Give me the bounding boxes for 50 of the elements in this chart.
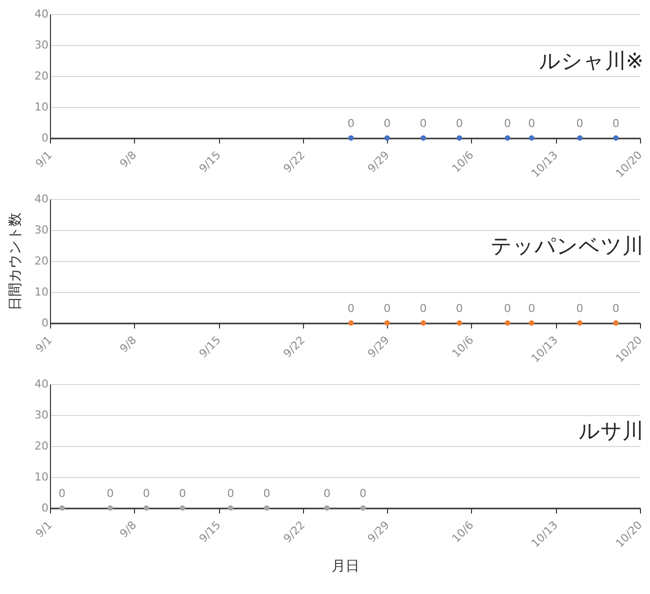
y-tick-label: 40 — [34, 378, 48, 390]
y-tick-label: 0 — [42, 132, 48, 144]
data-label: 0 — [263, 487, 270, 500]
x-tick-label: 9/8 — [117, 334, 140, 356]
y-tick-label: 20 — [34, 440, 48, 452]
data-label: 0 — [456, 302, 463, 315]
data-label: 0 — [106, 487, 114, 500]
data-label: 0 — [227, 487, 234, 500]
y-tick-label: 10 — [34, 100, 48, 114]
y-tick-label: 0 — [42, 316, 48, 330]
x-axis-title: 月日 — [332, 558, 360, 574]
data-label: 0 — [612, 117, 620, 130]
data-label: 0 — [142, 487, 150, 500]
data-label: 0 — [528, 302, 536, 315]
data-label: 0 — [504, 117, 512, 130]
data-label: 0 — [576, 302, 584, 315]
y-tick-label: 0 — [42, 502, 48, 514]
data-label: 0 — [504, 302, 512, 315]
y-tick-label: 40 — [34, 8, 48, 20]
data-label: 0 — [612, 302, 620, 315]
y-tick-label: 10 — [34, 286, 48, 298]
y-tick-label: 30 — [34, 408, 48, 422]
data-label: 0 — [456, 117, 463, 130]
data-label: 0 — [58, 487, 66, 500]
x-tick-label: 9/8 — [117, 148, 140, 170]
text: ルサ川 — [578, 419, 644, 443]
y-tick-label: 20 — [34, 70, 48, 82]
data-label: 0 — [420, 117, 427, 130]
data-label: 0 — [178, 487, 186, 500]
data-label: 0 — [348, 302, 355, 315]
text: テッパンベツ川 — [490, 234, 644, 258]
data-label: 0 — [323, 487, 330, 500]
data-label: 0 — [384, 302, 391, 315]
text: ルシャ川※ — [538, 49, 644, 73]
y-tick-label: 40 — [34, 192, 48, 206]
y-tick-label: 30 — [34, 224, 48, 236]
x-tick-label: 9/8 — [117, 518, 140, 540]
y-axis-title: 日間カウント数 — [8, 212, 24, 310]
y-tick-label: 10 — [34, 470, 48, 484]
data-label: 0 — [576, 117, 584, 130]
data-label: 0 — [420, 302, 427, 315]
data-label: 0 — [348, 117, 355, 130]
x-tick-label: 9/1 — [33, 148, 55, 170]
y-tick-label: 20 — [34, 254, 48, 268]
data-label: 0 — [384, 117, 391, 130]
data-label: 0 — [360, 487, 367, 500]
y-tick-label: 30 — [34, 38, 48, 52]
data-label: 0 — [528, 117, 536, 130]
x-tick-label: 9/1 — [33, 334, 55, 356]
x-tick-label: 9/1 — [33, 518, 55, 540]
